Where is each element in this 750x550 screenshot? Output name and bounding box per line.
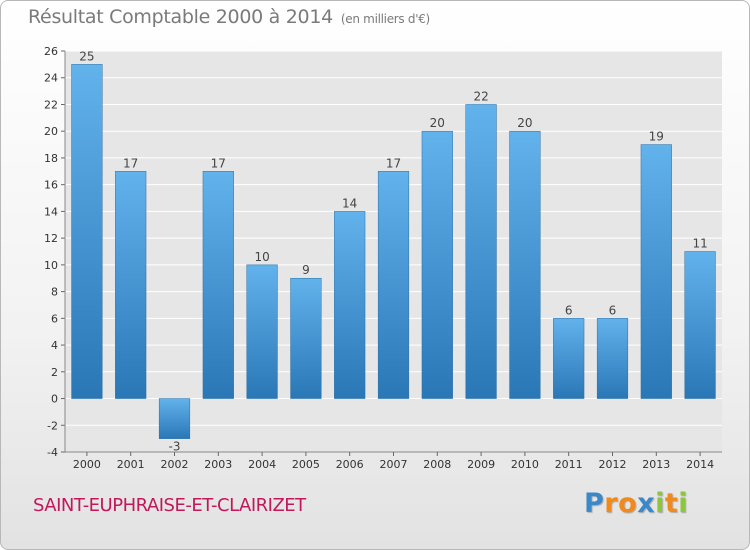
y-tick-label: 2: [51, 366, 58, 379]
x-tick-label-2005: 2005: [292, 458, 320, 471]
value-label-2011: 6: [565, 303, 573, 317]
y-tick-label: 22: [44, 98, 58, 111]
value-label-2005: 9: [302, 263, 310, 277]
axes: [61, 50, 722, 456]
logo-letter: i: [655, 488, 665, 519]
bar-2000[interactable]: [71, 64, 103, 399]
bar-2014[interactable]: [684, 251, 716, 399]
bar-2006[interactable]: [334, 211, 366, 399]
value-labels: 25 17 -3 17 10 9 14 17 20 22 20 6 6 19 11: [79, 49, 707, 453]
x-tick-label-2003: 2003: [204, 458, 232, 471]
value-label-2004: 10: [254, 250, 269, 264]
bar-2013[interactable]: [640, 144, 672, 399]
bar-2012[interactable]: [596, 318, 629, 399]
value-label-2014: 11: [692, 237, 707, 251]
chart-subtitle: (en milliers d'€): [340, 12, 430, 26]
value-label-2010: 20: [517, 116, 532, 130]
x-tick-label-2009: 2009: [467, 458, 495, 471]
bar-2003[interactable]: [202, 171, 234, 399]
proxiti-logo[interactable]: Proxiti: [584, 488, 688, 519]
y-tick-label: 10: [44, 259, 58, 272]
x-tick-label-2013: 2013: [642, 458, 670, 471]
x-tick-label-2014: 2014: [686, 458, 714, 471]
bars: [71, 64, 716, 439]
y-tick-label: 8: [51, 286, 58, 299]
bar-2001[interactable]: [115, 171, 147, 399]
bar-2007[interactable]: [377, 171, 410, 399]
value-label-2006: 14: [342, 196, 357, 210]
bar-2002[interactable]: [158, 398, 191, 439]
logo-letter: r: [604, 488, 619, 519]
value-label-2003: 17: [211, 156, 226, 170]
commune-name: SAINT-EUPHRAISE-ET-CLAIRIZET: [33, 495, 306, 516]
value-label-2008: 20: [430, 116, 445, 130]
x-tick-label-2000: 2000: [73, 458, 101, 471]
y-tick-label: 0: [51, 393, 58, 406]
x-tick-label-2007: 2007: [380, 458, 408, 471]
chart-title: Résultat Comptable 2000 à 2014 (en millie…: [28, 6, 430, 28]
chart-title-text: Résultat Comptable 2000 à 2014: [28, 6, 333, 28]
x-tick-labels: 2000 2001 2002 2003 2004 2005 2006 2007 2008 2009…: [73, 458, 714, 471]
x-tick-label-2006: 2006: [336, 458, 364, 471]
x-tick-label-2008: 2008: [423, 458, 451, 471]
y-tick-label: 14: [44, 205, 58, 218]
y-tick-label: 26: [44, 45, 58, 58]
y-tick-label: 18: [44, 152, 58, 165]
x-tick-label-2004: 2004: [248, 458, 276, 471]
x-tick-label-2010: 2010: [511, 458, 539, 471]
y-tick-label: -4: [47, 446, 58, 459]
bar-2008[interactable]: [421, 130, 453, 399]
value-label-2007: 17: [386, 156, 401, 170]
y-tick-label: 20: [44, 125, 58, 138]
y-tick-label: 24: [44, 72, 58, 85]
logo-letter: P: [584, 488, 605, 519]
logo-letter: i: [678, 488, 689, 519]
x-tick-label-2002: 2002: [161, 458, 189, 471]
value-label-2002: -3: [169, 440, 181, 454]
x-tick-label-2001: 2001: [117, 458, 145, 471]
value-label-2009: 22: [473, 89, 488, 103]
y-tick-label: 4: [51, 339, 58, 352]
bar-2011[interactable]: [553, 318, 585, 399]
logo-letter: x: [637, 488, 656, 519]
bar-2009[interactable]: [465, 104, 497, 399]
bar-2010[interactable]: [509, 130, 541, 399]
x-tick-label-2011: 2011: [555, 458, 583, 471]
bar-2005[interactable]: [290, 277, 322, 399]
y-tick-label: -2: [47, 419, 58, 432]
value-label-2000: 25: [79, 49, 94, 63]
logo-letter: t: [664, 488, 679, 519]
y-tick-label: 6: [51, 312, 58, 325]
y-tick-label: 12: [44, 232, 58, 245]
value-label-2001: 17: [123, 156, 138, 170]
y-tick-label: 16: [44, 179, 58, 192]
value-label-2013: 19: [649, 130, 664, 144]
logo-letter: o: [618, 488, 638, 519]
x-tick-label-2012: 2012: [599, 458, 627, 471]
bar-2004[interactable]: [246, 264, 278, 399]
value-label-2012: 6: [609, 303, 617, 317]
